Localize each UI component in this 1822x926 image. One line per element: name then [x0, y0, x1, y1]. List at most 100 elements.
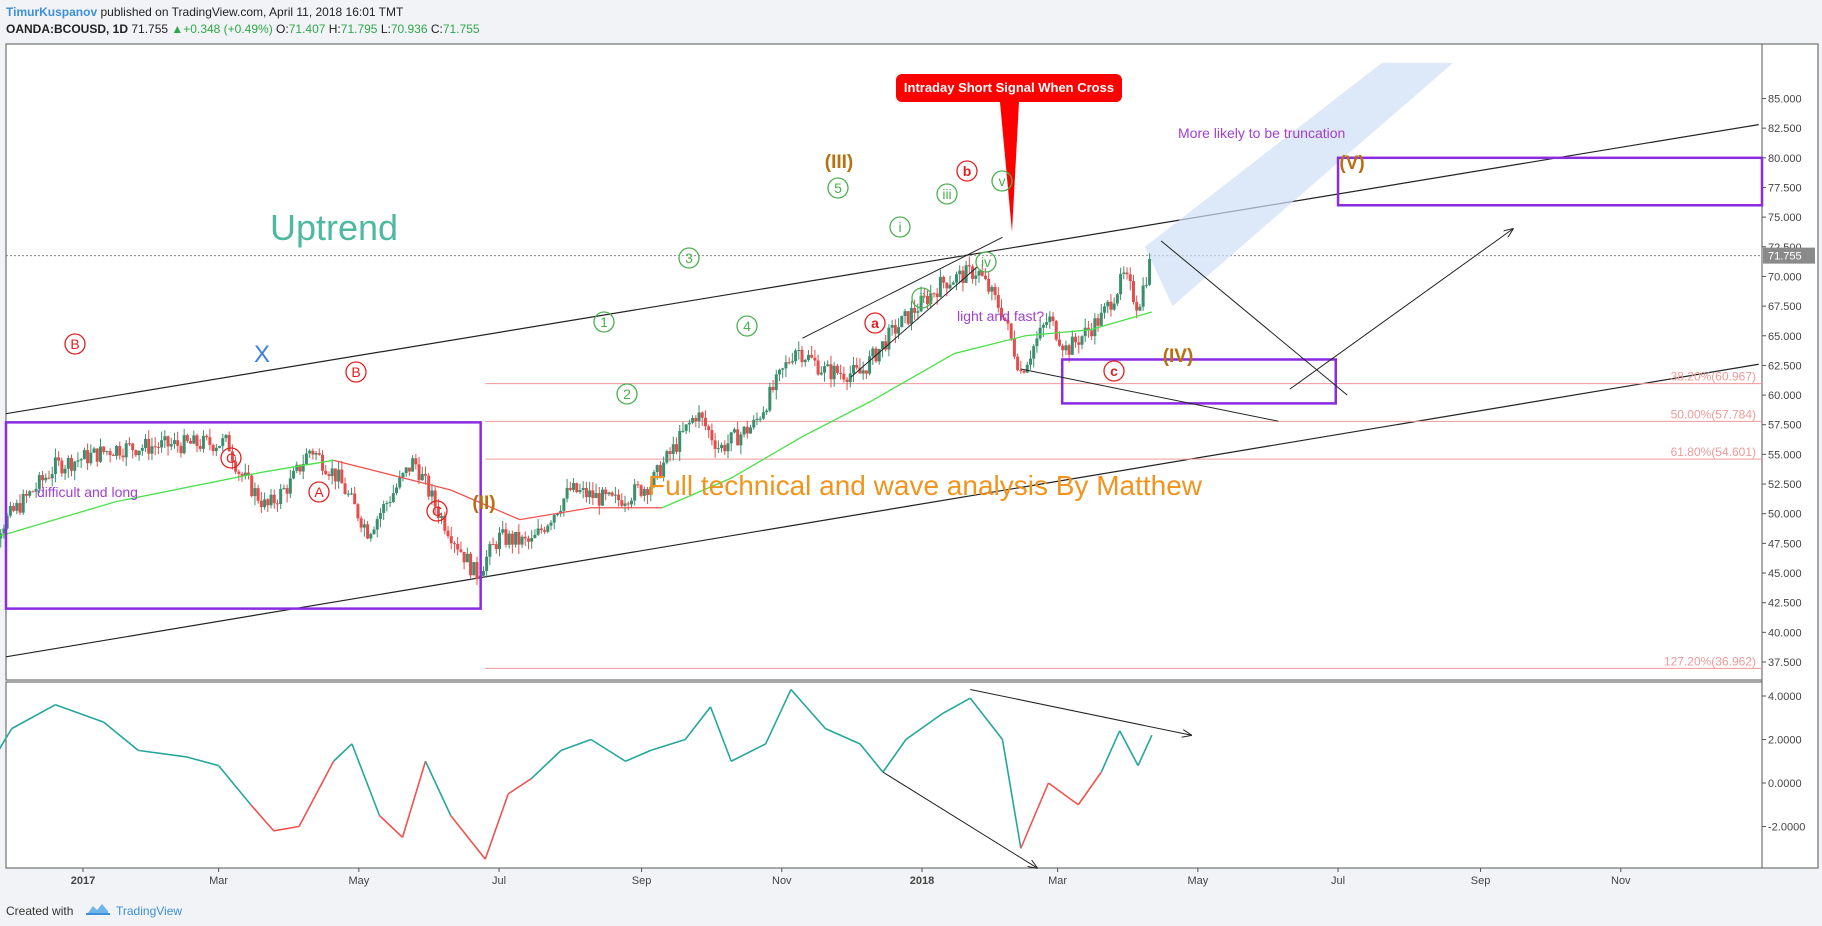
- candle-body: [1025, 364, 1029, 373]
- candle-body: [987, 278, 991, 292]
- oscillator-segment: [825, 727, 861, 745]
- author-link[interactable]: TimurKuspanov: [6, 5, 98, 19]
- candle-body: [678, 431, 682, 452]
- candle-body: [31, 491, 35, 493]
- candle-body: [185, 435, 189, 441]
- callout-label: Intraday Short Signal When Cross: [904, 80, 1114, 95]
- candle-body: [816, 360, 820, 375]
- x-tick-label: Mar: [1048, 875, 1067, 887]
- oscillator-segment: [1020, 782, 1050, 849]
- candle-body: [346, 493, 350, 495]
- candle-body: [536, 528, 540, 535]
- candle-body: [1070, 336, 1074, 355]
- wedge-lower-line: [850, 266, 978, 378]
- oscillator-segment: [1100, 730, 1121, 773]
- wave-red-circle: [64, 333, 86, 355]
- candle-body: [198, 446, 202, 449]
- candle-body: [1012, 338, 1016, 357]
- y-tick-label: 47.500: [1768, 538, 1802, 550]
- candle-body: [761, 412, 765, 419]
- candle-body: [555, 513, 559, 516]
- candle-body: [526, 538, 530, 542]
- candle-body: [832, 365, 836, 380]
- created-with-label: Created with: [6, 904, 74, 918]
- wave-red-circle: [308, 481, 330, 503]
- candle-body: [259, 500, 263, 508]
- candle-body: [208, 437, 212, 445]
- candle-body: [256, 488, 260, 501]
- oscillator-segment: [905, 712, 944, 741]
- wave-red-label: B: [70, 336, 79, 352]
- wave-green-label: 2: [623, 386, 631, 402]
- candle-body: [745, 426, 749, 434]
- y-tick-label: 52.500: [1768, 479, 1802, 491]
- y-tick-label: 75.000: [1768, 212, 1802, 224]
- candle-body: [732, 429, 736, 433]
- candle-body: [1051, 316, 1055, 321]
- candle-body: [800, 349, 804, 363]
- candle-body: [237, 471, 241, 474]
- candle-body: [440, 515, 444, 519]
- footer: Created with TradingView: [0, 896, 1822, 926]
- candle-body: [543, 530, 547, 532]
- oscillator-segment: [507, 777, 532, 795]
- candle-body: [436, 506, 440, 519]
- candle-body: [993, 286, 997, 295]
- candle-body: [79, 459, 83, 461]
- candle-body: [417, 464, 421, 481]
- wave-green-circle: [593, 311, 615, 333]
- candle-body: [423, 473, 427, 476]
- candle-body: [510, 533, 514, 545]
- oscillator-segment: [424, 760, 452, 816]
- candle-body: [269, 494, 273, 506]
- y-tick-label: 40.000: [1768, 627, 1802, 639]
- candle-body: [102, 446, 106, 452]
- candle-body: [893, 325, 897, 334]
- oscillator-segment: [484, 793, 510, 860]
- oscillator-segment: [1001, 739, 1022, 849]
- candle-body: [12, 506, 16, 511]
- candle-body: [739, 434, 743, 446]
- oscillator-segment: [250, 804, 275, 832]
- channel-lower-line: [6, 363, 1759, 658]
- candle-body: [224, 435, 228, 439]
- oscillator-segment: [11, 703, 56, 730]
- candle-body: [462, 551, 466, 563]
- candle-body: [176, 440, 180, 446]
- wave-green-circle: [991, 170, 1013, 192]
- candle-body: [813, 357, 817, 361]
- x-tick-label: Jul: [492, 875, 506, 887]
- x-wave-mark: X: [254, 341, 270, 368]
- candle-body: [1138, 306, 1142, 311]
- candle-body: [948, 284, 952, 289]
- osc-tick-label: -2.0000: [1768, 822, 1805, 834]
- chart-canvas[interactable]: 85.00082.50080.00077.50075.00072.50070.0…: [0, 0, 1822, 896]
- candle-body: [797, 349, 801, 351]
- candle-body: [314, 453, 318, 455]
- candle-body: [826, 364, 830, 367]
- candle-body: [488, 544, 492, 557]
- candle-body: [806, 354, 810, 361]
- candle-body: [713, 440, 717, 449]
- candle-body: [839, 372, 843, 374]
- candle-body: [1093, 318, 1097, 337]
- candle-body: [932, 293, 936, 295]
- wave-green-label: 5: [834, 180, 842, 196]
- candle-body: [687, 422, 691, 425]
- oscillator-segment: [298, 760, 335, 827]
- candle-body: [620, 500, 624, 506]
- tradingview-brand-link[interactable]: TradingView: [116, 904, 183, 918]
- candle-body: [195, 435, 199, 447]
- candle-body: [691, 417, 695, 423]
- moving-average-segment: [871, 352, 955, 402]
- candle-body: [420, 473, 424, 481]
- oscillator-segment: [273, 825, 300, 832]
- candle-body: [877, 348, 881, 362]
- candle-body: [880, 341, 884, 349]
- candle-body: [887, 327, 891, 350]
- candle-body: [324, 470, 328, 475]
- candle-body: [166, 436, 170, 447]
- oscillator-segment: [590, 738, 626, 762]
- fib-label: 61.80%(54.601): [1671, 445, 1756, 459]
- candle-body: [340, 469, 344, 484]
